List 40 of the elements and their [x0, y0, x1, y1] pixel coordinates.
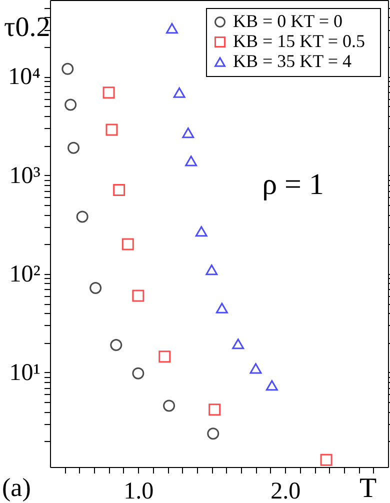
point	[102, 86, 115, 99]
point	[158, 350, 171, 363]
point	[206, 264, 218, 276]
point	[110, 339, 122, 351]
point	[232, 338, 244, 350]
point	[62, 62, 74, 75]
point	[132, 290, 144, 302]
point	[173, 87, 186, 98]
legend-label: KB = 15 KT = 0.5	[233, 31, 365, 51]
point	[185, 156, 198, 166]
x-tick-label: 2.0	[270, 478, 301, 503]
point	[207, 428, 220, 440]
point	[132, 367, 144, 380]
y-tick-label: 10²	[9, 261, 40, 288]
x-axis-title: T	[359, 473, 377, 503]
point	[113, 184, 126, 196]
point	[76, 210, 88, 223]
point	[122, 238, 134, 250]
annotation: ρ = 1	[262, 168, 324, 201]
point	[320, 454, 332, 466]
point	[216, 302, 228, 314]
y-tick-label: 10⁴	[8, 64, 40, 90]
text: (a)	[2, 473, 31, 502]
point	[68, 142, 80, 154]
point	[166, 22, 178, 34]
point	[163, 400, 176, 412]
point	[90, 282, 102, 294]
point	[182, 127, 194, 138]
point	[266, 380, 278, 391]
y-axis-title: τ0.2	[4, 12, 50, 43]
point	[106, 124, 118, 136]
legend-label: KB = 0 KT = 0	[233, 11, 342, 31]
legend-label: KB = 35 KT = 4	[233, 51, 352, 71]
point	[64, 98, 77, 111]
point	[250, 363, 262, 374]
x-tick-label: 1.0	[124, 478, 154, 503]
point	[195, 226, 208, 237]
point	[208, 404, 221, 416]
y-tick-label: 10³	[9, 162, 40, 189]
y-tick-label: 10¹	[9, 360, 40, 386]
